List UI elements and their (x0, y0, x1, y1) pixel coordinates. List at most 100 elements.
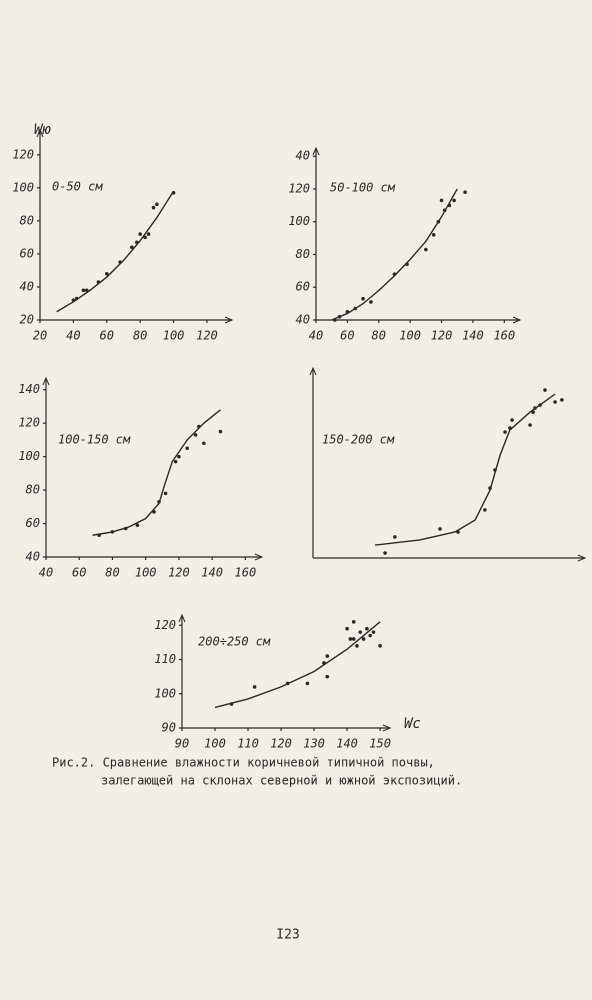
data-point (345, 626, 349, 631)
page-number: I23 (276, 928, 299, 943)
y-tick-label: 80 (20, 213, 34, 227)
data-point (378, 644, 382, 648)
data-point (177, 454, 181, 459)
data-point (81, 288, 86, 293)
axis-arrow (42, 376, 50, 386)
y-tick-label: 40 (296, 313, 310, 327)
data-point (510, 418, 514, 422)
data-point (351, 620, 356, 624)
data-point (218, 429, 223, 434)
x-axis-label: Wc (404, 716, 421, 732)
data-point (151, 205, 156, 210)
y-axis-label: Wю (34, 122, 51, 138)
x-tick-label: 60 (100, 329, 114, 343)
data-point (383, 551, 387, 555)
data-point (371, 630, 376, 634)
x-tick-label: 40 (309, 329, 323, 343)
axis-arrow (36, 128, 44, 138)
axis-arrow (309, 366, 317, 376)
data-point (358, 630, 363, 634)
annotation: 0-50 см (52, 180, 103, 194)
data-point (146, 232, 151, 236)
data-point (325, 654, 330, 658)
y-tick-label: 140 (18, 382, 40, 396)
data-point (452, 198, 456, 203)
axis-arrow (312, 146, 320, 156)
data-point (424, 247, 428, 252)
fit-curve (331, 188, 458, 321)
data-point (543, 388, 547, 392)
data-point (355, 644, 359, 648)
y-tick-label: 40 (296, 149, 310, 163)
data-point (193, 433, 198, 437)
fit-curve (374, 393, 556, 546)
data-point (104, 271, 109, 276)
axis-arrow (577, 554, 587, 562)
y-tick-label: 110 (154, 652, 176, 666)
y-tick-label: 60 (296, 280, 310, 294)
x-tick-label: 80 (105, 566, 119, 580)
x-tick-label: 60 (340, 329, 354, 343)
y-tick-label: 80 (296, 247, 310, 261)
y-tick-label: 120 (288, 181, 310, 195)
x-tick-label: 120 (196, 329, 218, 343)
x-tick-label: 80 (133, 329, 147, 343)
y-tick-label: 90 (162, 721, 176, 735)
axis-arrow (178, 613, 186, 623)
y-tick-label: 120 (12, 147, 34, 161)
x-tick-label: 100 (163, 329, 185, 343)
annotation: 50-100 см (330, 181, 396, 195)
y-tick-label: 60 (26, 516, 40, 530)
data-point (185, 446, 190, 451)
y-tick-label: 100 (288, 214, 310, 228)
data-point (438, 527, 442, 531)
y-tick-label: 120 (154, 618, 176, 632)
x-tick-label: 140 (336, 737, 358, 751)
x-tick-label: 140 (201, 566, 223, 580)
data-point (351, 637, 356, 641)
y-tick-label: 100 (12, 180, 34, 194)
y-tick-label: 100 (154, 686, 176, 700)
y-tick-label: 20 (20, 313, 34, 327)
x-tick-label: 100 (399, 329, 421, 343)
data-point (483, 508, 487, 512)
data-point (305, 681, 310, 686)
annotation: 100-150 см (58, 433, 131, 447)
data-point (348, 637, 353, 641)
axis-arrow (224, 316, 234, 324)
data-point (143, 235, 147, 240)
x-tick-label: 140 (462, 329, 484, 343)
data-point (393, 535, 397, 539)
data-point (202, 441, 206, 446)
annotation: 150-200 см (322, 433, 395, 447)
data-point (252, 685, 257, 689)
axis-arrow (254, 553, 264, 561)
data-point (163, 491, 168, 496)
data-point (463, 190, 467, 195)
data-point (130, 245, 134, 250)
data-point (431, 233, 436, 237)
x-tick-label: 100 (135, 566, 157, 580)
annotation: 200÷250 см (198, 635, 271, 649)
caption-line: Рис.2. Сравнение влажности коричневой ти… (52, 756, 435, 770)
y-tick-label: 80 (26, 483, 40, 497)
x-tick-label: 160 (493, 329, 515, 343)
data-point (365, 626, 369, 631)
x-tick-label: 120 (270, 737, 292, 751)
x-tick-label: 40 (66, 329, 80, 343)
y-tick-label: 40 (26, 550, 40, 564)
data-point (528, 423, 532, 427)
data-point (138, 232, 142, 236)
data-point (503, 430, 507, 434)
x-tick-label: 160 (235, 566, 257, 580)
x-tick-label: 120 (168, 566, 190, 580)
data-point (439, 198, 444, 203)
fit-curve (92, 409, 221, 536)
data-point (173, 459, 178, 464)
x-tick-label: 60 (72, 566, 86, 580)
x-tick-label: 80 (372, 329, 386, 343)
y-tick-label: 120 (18, 416, 40, 430)
data-point (369, 300, 373, 304)
data-point (553, 400, 557, 404)
